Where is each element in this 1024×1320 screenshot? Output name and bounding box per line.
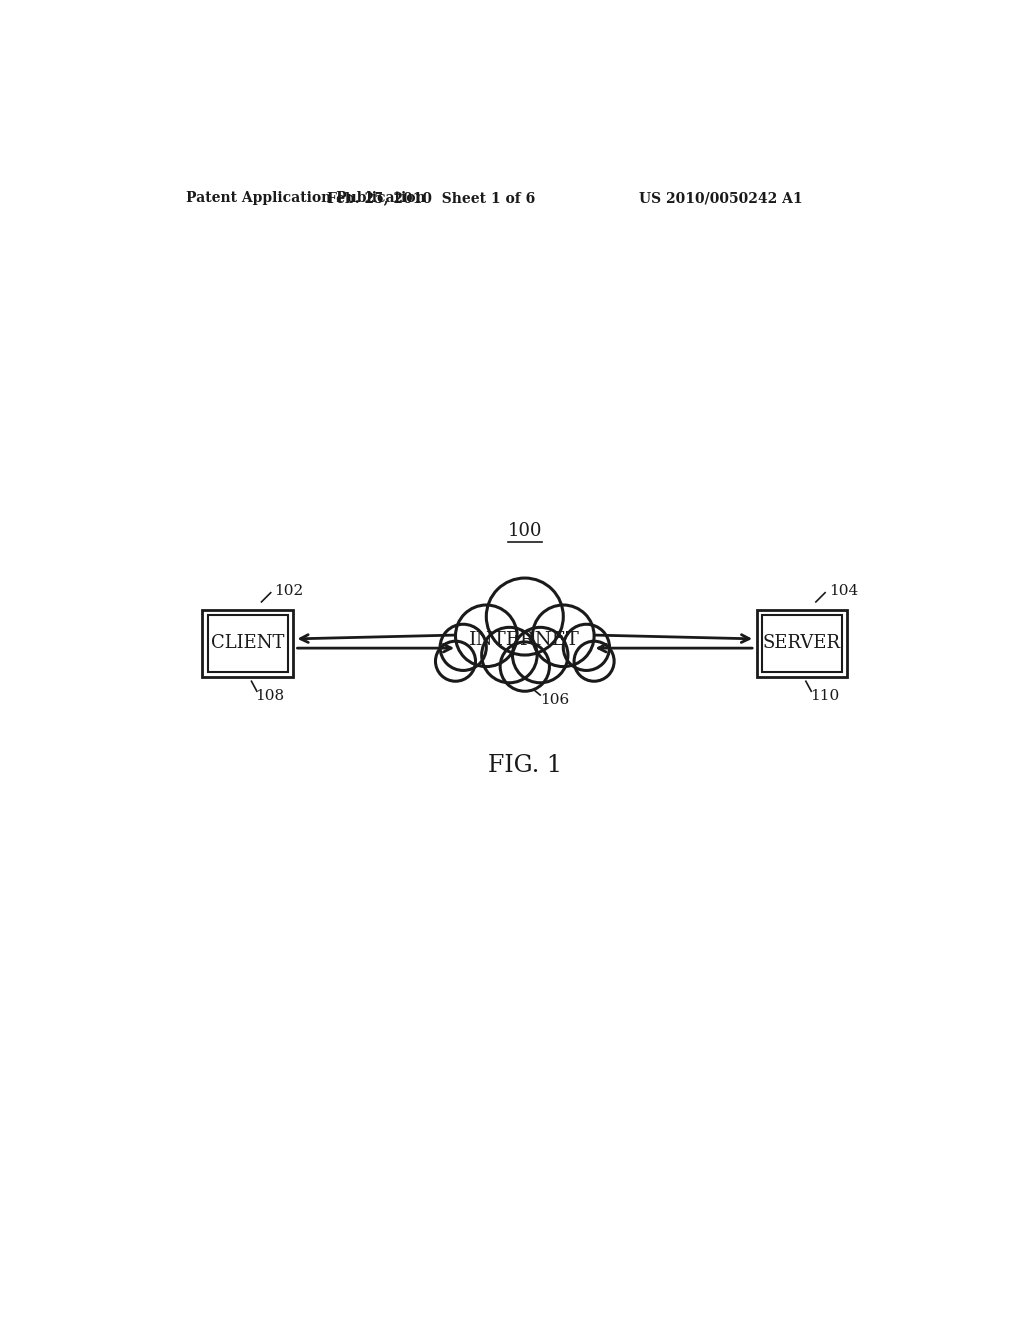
Text: INTERNET: INTERNET bbox=[469, 631, 581, 648]
Circle shape bbox=[456, 605, 517, 667]
Circle shape bbox=[574, 642, 614, 681]
Text: Patent Application Publication: Patent Application Publication bbox=[186, 191, 426, 206]
Circle shape bbox=[512, 627, 568, 682]
Circle shape bbox=[435, 642, 475, 681]
Text: 102: 102 bbox=[274, 585, 304, 598]
Circle shape bbox=[563, 624, 609, 671]
Text: Feb. 25, 2010  Sheet 1 of 6: Feb. 25, 2010 Sheet 1 of 6 bbox=[327, 191, 535, 206]
Text: 100: 100 bbox=[508, 521, 542, 540]
Circle shape bbox=[532, 605, 594, 667]
Circle shape bbox=[500, 642, 550, 692]
Text: 108: 108 bbox=[255, 689, 285, 702]
Text: 106: 106 bbox=[541, 693, 569, 706]
Text: FIG. 1: FIG. 1 bbox=[487, 754, 562, 776]
Text: US 2010/0050242 A1: US 2010/0050242 A1 bbox=[639, 191, 803, 206]
Circle shape bbox=[440, 624, 486, 671]
Text: 110: 110 bbox=[810, 689, 839, 702]
Text: SERVER: SERVER bbox=[763, 635, 841, 652]
Text: CLIENT: CLIENT bbox=[211, 635, 285, 652]
Text: 104: 104 bbox=[829, 585, 858, 598]
Circle shape bbox=[481, 627, 538, 682]
Bar bbox=[762, 615, 842, 672]
Bar bbox=[757, 610, 848, 677]
Circle shape bbox=[486, 578, 563, 655]
Bar bbox=[202, 610, 293, 677]
Bar bbox=[208, 615, 288, 672]
